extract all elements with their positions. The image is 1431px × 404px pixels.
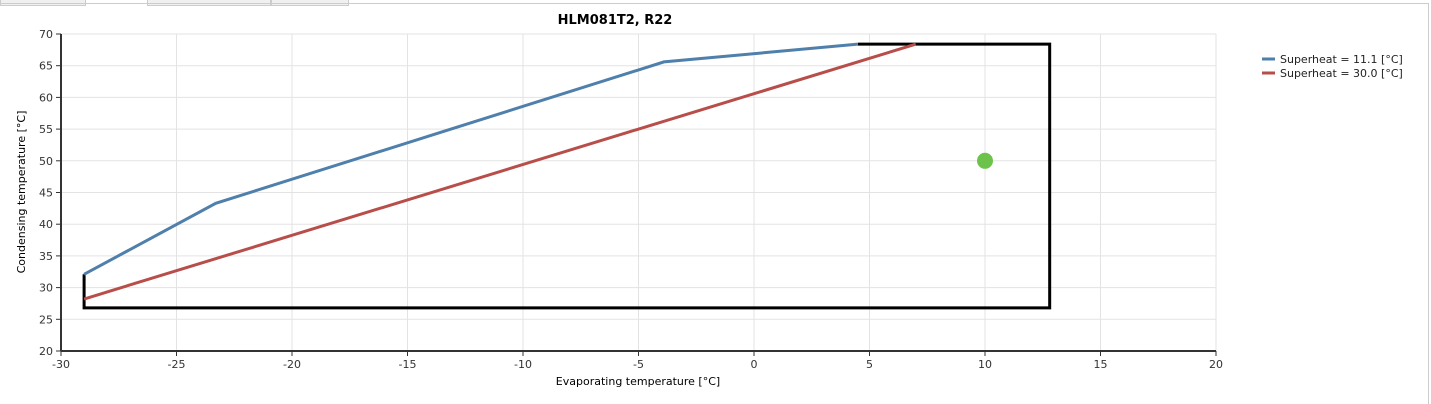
- y-tick-label: 40: [39, 218, 53, 231]
- x-tick-label: -30: [52, 358, 70, 371]
- chart-frame: [0, 3, 1429, 404]
- y-tick-label: 60: [39, 91, 53, 104]
- y-tick-label: 45: [39, 187, 53, 200]
- x-tick-label: 20: [1209, 358, 1223, 371]
- series-line-2: [83, 42, 917, 301]
- x-tick-label: -10: [514, 358, 532, 371]
- y-tick-label: 50: [39, 155, 53, 168]
- y-tick-label: 65: [39, 60, 53, 73]
- x-tick-label: -25: [168, 358, 186, 371]
- x-tick-label: -20: [283, 358, 301, 371]
- x-tick-label: 10: [978, 358, 992, 371]
- x-tick-label: 5: [866, 358, 873, 371]
- legend-label[interactable]: Superheat = 30.0 [°C]: [1280, 67, 1403, 80]
- y-tick-label: 70: [39, 28, 53, 41]
- chart-title: HLM081T2, R22: [558, 13, 673, 28]
- x-tick-label: -15: [399, 358, 417, 371]
- y-tick-label: 35: [39, 250, 53, 263]
- y-tick-label: 55: [39, 123, 53, 136]
- operating-point[interactable]: [977, 152, 993, 169]
- x-tick-label: -5: [633, 358, 644, 371]
- x-axis-label: Evaporating temperature [°C]: [556, 375, 720, 388]
- legend-label[interactable]: Superheat = 11.1 [°C]: [1280, 53, 1403, 66]
- y-tick-label: 20: [39, 345, 53, 358]
- x-tick-label: 0: [751, 358, 758, 371]
- series-line-1: [83, 42, 859, 276]
- y-axis-label: Condensing temperature [°C]: [15, 111, 28, 274]
- x-tick-label: 15: [1094, 358, 1108, 371]
- envelope-line: [82, 42, 1052, 310]
- y-tick-label: 30: [39, 282, 53, 295]
- y-tick-label: 25: [39, 313, 53, 326]
